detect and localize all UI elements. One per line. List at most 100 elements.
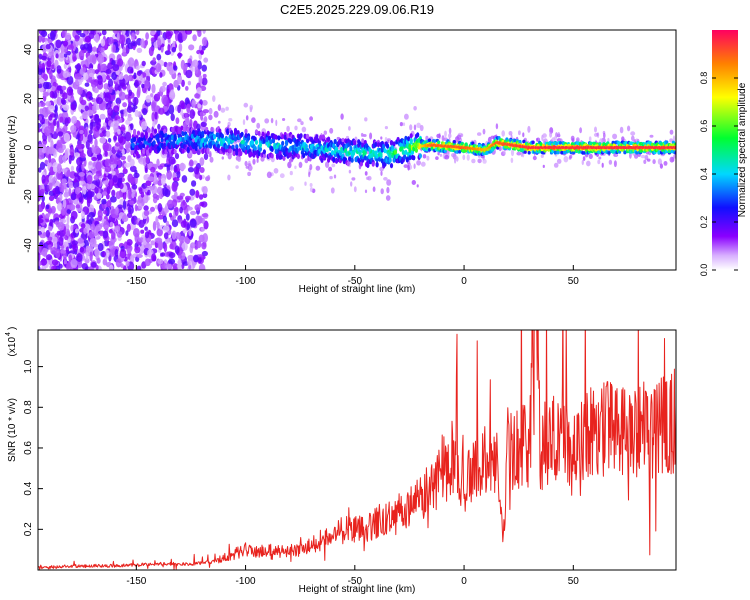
spectrogram-speckle <box>109 221 114 228</box>
snr-frame <box>37 329 677 571</box>
spectrogram-cell <box>265 137 269 143</box>
spectrogram-cell <box>553 150 558 155</box>
spectrogram-cell <box>375 153 379 159</box>
spectrogram-speckle <box>56 163 63 174</box>
spectrogram-speckle <box>165 31 173 40</box>
spectrogram-speckle <box>61 85 67 91</box>
spectrogram-cell <box>333 138 337 145</box>
spectrogram-speckle <box>171 230 177 240</box>
spectrogram-speckle <box>621 136 625 142</box>
spectrogram-cell <box>598 142 602 146</box>
spectrogram-speckle <box>188 228 192 237</box>
spectrogram-speckle <box>178 163 186 171</box>
spectrogram-speckle <box>68 154 72 165</box>
spectrogram-cell <box>241 139 245 145</box>
spectrogram-cell <box>403 154 407 160</box>
spectrogram-speckle <box>588 153 593 159</box>
spectrogram-speckle <box>672 135 676 143</box>
spectrogram-cell <box>299 133 303 139</box>
spectrogram-cell <box>282 155 286 161</box>
spectrogram-speckle <box>96 122 101 131</box>
spectrogram-speckle <box>435 156 439 161</box>
spectrogram-speckle <box>115 97 122 105</box>
colorbar-tick-label: 0.2 <box>699 216 709 229</box>
spectrogram-speckle <box>41 62 46 71</box>
spectrogram-cell <box>244 128 248 134</box>
snr-xtick-label: 50 <box>568 576 580 587</box>
spectrogram-speckle <box>404 113 409 120</box>
spectrogram-speckle <box>52 218 56 223</box>
spectrogram-cell <box>374 141 378 147</box>
spectrogram-speckle <box>516 151 522 156</box>
spectrogram-speckle <box>134 246 141 254</box>
spectrogram-cell <box>315 134 319 140</box>
spectrogram-speckle <box>522 132 525 138</box>
spectrogram-speckle <box>56 96 63 106</box>
snr-ylabel: SNR (10 * v/v) <box>7 398 18 462</box>
spectrogram-speckle <box>177 258 182 269</box>
spectrogram-speckle <box>380 136 383 140</box>
spectrogram-speckle <box>325 161 330 168</box>
spectrogram-speckle <box>247 171 252 177</box>
spectrogram-speckle <box>125 230 129 237</box>
spectrogram-speckle <box>279 173 285 179</box>
spectrogram-speckle <box>66 228 70 237</box>
spectrogram-cell <box>332 156 336 162</box>
spectrogram-speckle <box>126 223 131 232</box>
spectrogram-cell <box>216 143 221 149</box>
spectrogram-cell <box>261 131 265 137</box>
spectrogram-ylabel: Frequency (Hz) <box>7 116 18 185</box>
spectrogram-speckle <box>100 38 106 47</box>
spectrogram-speckle <box>75 187 80 195</box>
spectrogram-speckle <box>462 154 466 161</box>
spectrogram-cell <box>232 150 236 157</box>
spectrogram-cell <box>193 141 197 147</box>
spectrogram-speckle <box>92 162 96 167</box>
spectrogram-speckle <box>88 129 93 135</box>
spectrogram-speckle <box>164 206 168 215</box>
spectrogram-cell <box>409 138 413 144</box>
spectrogram-cell <box>555 141 559 146</box>
spectrogram-speckle <box>198 53 203 60</box>
spectrogram-speckle <box>162 215 167 223</box>
spectrogram-speckle <box>63 260 67 265</box>
spectrogram-speckle <box>145 95 152 103</box>
spectrogram-speckle <box>532 155 537 161</box>
colorbar-tick-label: 0.6 <box>699 120 709 133</box>
spectrogram-speckle <box>62 92 68 100</box>
spectrogram-speckle <box>39 78 45 84</box>
spectrogram-cell <box>258 146 262 152</box>
spectrogram-speckle <box>85 252 89 261</box>
spectrogram-speckle <box>71 240 79 246</box>
spectrogram-speckle <box>386 186 390 194</box>
snr-ytick-label: 1.0 <box>23 359 34 373</box>
spectrogram-speckle <box>203 57 209 63</box>
spectrogram-cell <box>321 134 325 140</box>
spectrogram-cell <box>236 130 240 136</box>
spectrogram-speckle <box>131 216 135 224</box>
spectrogram-speckle <box>49 30 55 40</box>
spectrogram-speckle <box>140 38 145 48</box>
spectrogram-cell <box>186 146 190 152</box>
spectrogram-speckle <box>60 249 67 254</box>
spectrogram-speckle <box>425 135 429 141</box>
spectrogram-speckle <box>80 44 86 51</box>
spectrogram-speckle <box>83 227 88 235</box>
spectrogram-speckle <box>251 117 256 123</box>
spectrogram-speckle <box>213 110 219 118</box>
spectrogram-speckle <box>124 131 132 142</box>
spectrogram-cell <box>233 136 238 142</box>
spectrogram-speckle <box>104 158 110 167</box>
spectrogram-speckle <box>315 165 321 171</box>
spectrogram-speckle <box>194 93 201 99</box>
spectrogram-speckle <box>48 195 55 202</box>
colorbar-label: Normalized spectral amplitude <box>737 82 748 217</box>
spectrogram-speckle <box>203 153 209 160</box>
spectrogram-speckle <box>114 158 121 165</box>
spectrogram-speckle <box>208 107 213 115</box>
spectrogram-cell <box>306 138 310 144</box>
spectrogram-cell <box>460 142 464 146</box>
spectrogram-speckle <box>198 75 203 85</box>
spectrogram-speckle <box>105 69 112 74</box>
spectrogram-speckle <box>136 254 143 258</box>
